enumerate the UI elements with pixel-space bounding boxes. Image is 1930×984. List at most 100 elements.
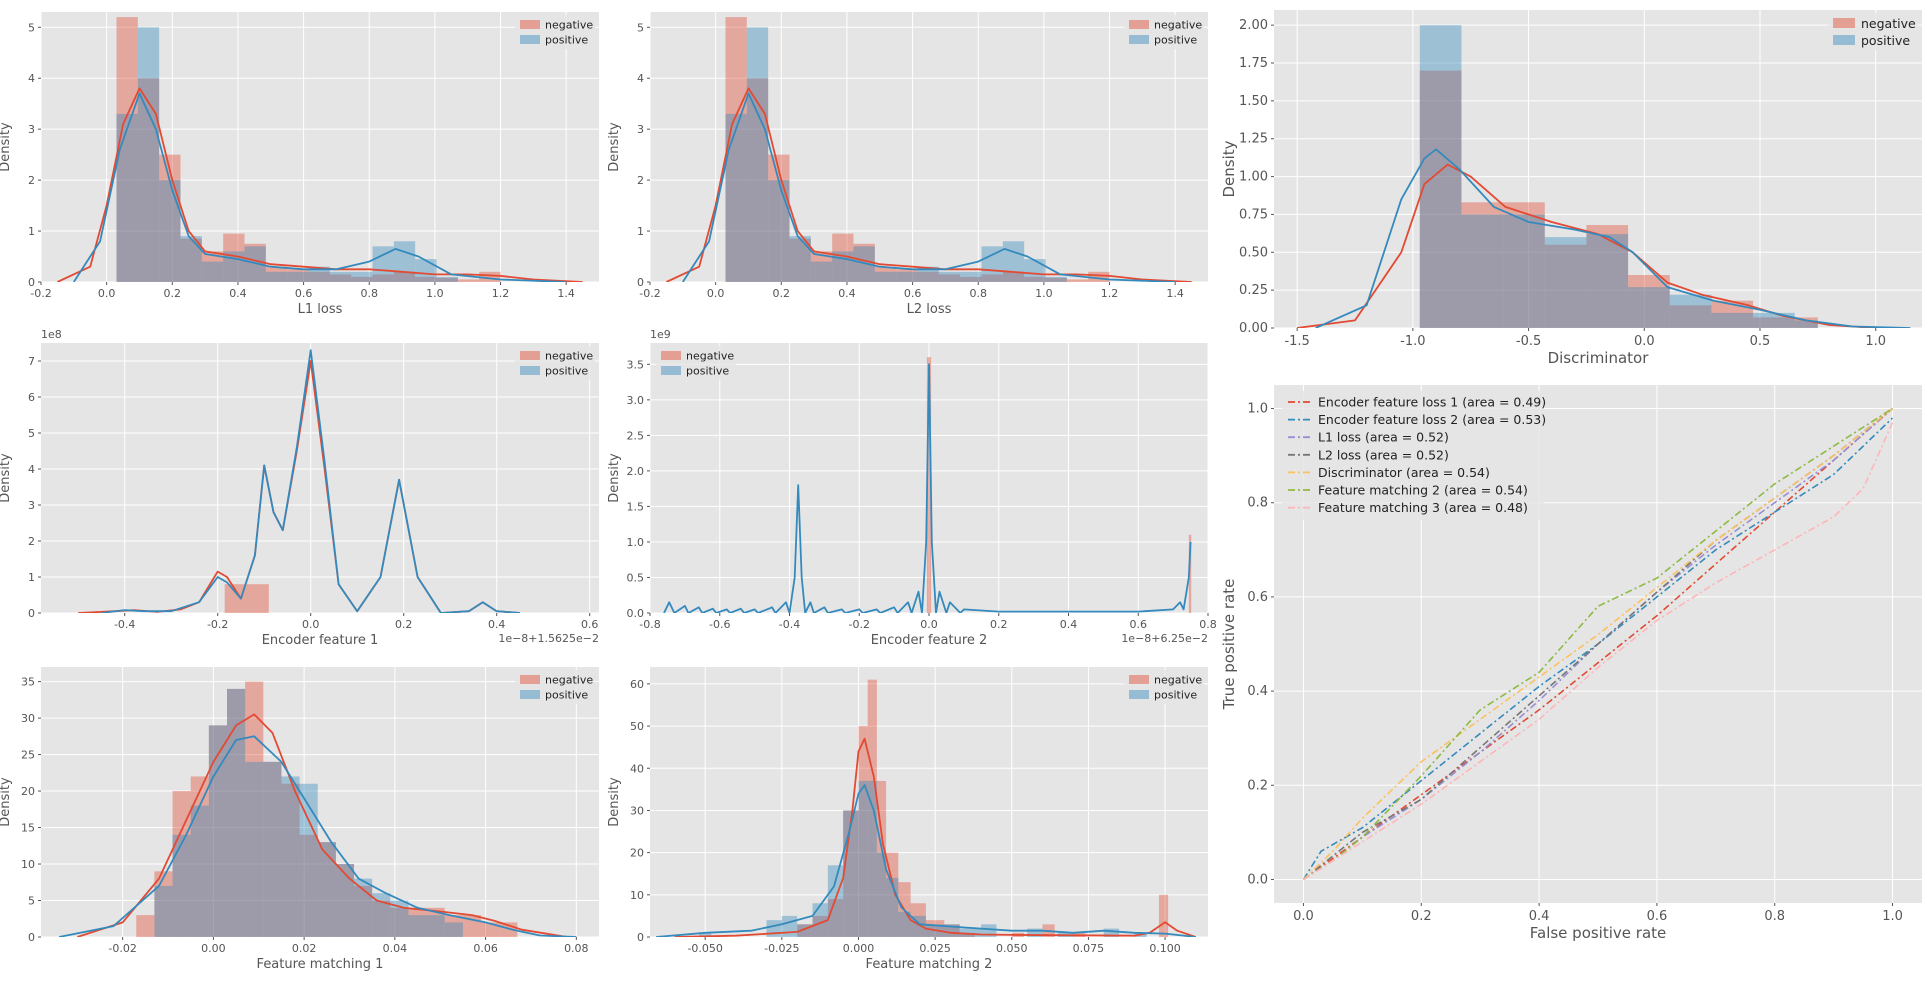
y-tick-label: 0.5 <box>627 571 645 584</box>
kde-line-negative <box>666 87 1192 282</box>
hist-bar-negative <box>1188 534 1192 613</box>
hist-bar-positive <box>1544 237 1587 328</box>
hist-bar-negative <box>426 907 445 937</box>
y-tick-label: 5 <box>637 21 644 34</box>
hist-bar-negative <box>938 274 961 282</box>
plot-content <box>57 17 583 282</box>
y-tick-label: 0.50 <box>1239 245 1268 260</box>
hist-bar-positive <box>201 261 224 282</box>
legend-swatch <box>520 20 540 29</box>
x-tick-label: -0.6 <box>709 618 730 631</box>
x-tick-label: 0.4 <box>1060 618 1078 631</box>
legend-swatch <box>1129 20 1149 29</box>
x-tick-label: 0.4 <box>838 287 856 300</box>
x-tick-label: -0.050 <box>687 942 722 955</box>
hist-bar-negative <box>1158 894 1169 937</box>
x-tick-label: 1.4 <box>1166 287 1184 300</box>
x-offset: 1e−8+1.5625e−2 <box>498 632 599 645</box>
hist-bar-positive <box>1024 259 1046 282</box>
x-tick-label: 0.04 <box>383 942 408 955</box>
legend: negative positive <box>656 346 736 380</box>
hist-bar-positive <box>1586 234 1629 328</box>
hist-bar-negative <box>959 932 975 937</box>
y-tick-label: 3 <box>637 123 644 136</box>
legend-label: Feature matching 3 (area = 0.48) <box>1318 500 1528 515</box>
y-tick-label: 2.0 <box>627 465 645 478</box>
hist-bar-positive <box>746 27 769 282</box>
hist-bar-negative <box>136 915 155 937</box>
y-tick-label: 1 <box>28 571 35 584</box>
hist-bar-positive <box>853 246 875 282</box>
plot-content <box>1302 407 1894 881</box>
legend-swatch <box>1129 690 1149 699</box>
y-tick-label: 25 <box>21 749 35 762</box>
x-tick-label: 1.2 <box>1101 287 1119 300</box>
y-tick-label: 20 <box>21 785 35 798</box>
legend-label: L1 loss (area = 0.52) <box>1318 430 1449 445</box>
legend-swatch <box>520 690 540 699</box>
hist-bar-positive <box>1794 320 1818 328</box>
hist-bar-negative <box>329 274 352 282</box>
y-tick-label: 5 <box>28 427 35 440</box>
x-tick-label: 0.0 <box>1634 334 1655 349</box>
legend: negative positive <box>1828 13 1918 51</box>
hist-bar-negative <box>390 907 409 937</box>
y-tick-label: 3.0 <box>627 394 645 407</box>
y-tick-label: 2.5 <box>627 429 645 442</box>
y-axis-label: Density <box>607 777 622 827</box>
y-tick-label: 0.4 <box>1247 684 1268 699</box>
y-axis-label: Density <box>0 777 13 827</box>
hist-bar-negative <box>1045 277 1067 282</box>
hist-bar-negative <box>1066 279 1089 282</box>
hist-bar-positive <box>444 922 463 937</box>
y-tick-label: 0.75 <box>1239 207 1268 222</box>
x-tick-label: 0.6 <box>1130 618 1148 631</box>
y-tick-label: 4 <box>637 72 644 85</box>
hist-bar-negative <box>1586 225 1629 328</box>
hist-bar-negative <box>436 277 458 282</box>
y-tick-label: 3 <box>28 499 35 512</box>
x-tick-label: -0.025 <box>764 942 799 955</box>
kde-line-negative <box>77 713 568 937</box>
x-tick-label: 0.075 <box>1073 942 1105 955</box>
x-axis-label: Feature matching 2 <box>866 957 993 972</box>
hist-bar-positive <box>874 271 897 282</box>
hist-bar-positive <box>1419 25 1462 328</box>
y-tick-label: 3 <box>28 123 35 136</box>
y-tick-label: 1.25 <box>1239 132 1268 147</box>
hist-bar-negative <box>1628 275 1670 328</box>
y-tick-label: 0 <box>637 931 644 944</box>
hist-bar-positive <box>372 893 391 937</box>
hist-bar-negative <box>1669 305 1712 328</box>
legend-label: negative <box>545 674 593 687</box>
y-tick-label: 30 <box>630 804 644 817</box>
plot-content <box>1296 25 1911 328</box>
y-tick-label: 2 <box>28 535 35 548</box>
hist-bar-positive <box>699 932 712 937</box>
legend-label: negative <box>686 350 734 363</box>
hist-bar-positive <box>426 915 445 937</box>
y-tick-label: 4 <box>28 463 35 476</box>
hist-bar-positive <box>789 236 811 282</box>
x-axis-label: L2 loss <box>907 302 952 317</box>
legend-box <box>515 346 595 380</box>
plot-area <box>41 12 599 282</box>
kde-line-positive <box>663 363 1192 613</box>
legend-box <box>1124 670 1204 704</box>
hist-bar-negative <box>479 271 501 282</box>
kde-line-positive <box>656 784 1196 937</box>
chart-fm1: -0.02 0.00 0.02 0.04 0.06 0.08 0 5 10 15 20 25 30 35 F… <box>0 667 599 972</box>
hist-bar-negative <box>1544 244 1587 328</box>
legend-label: Encoder feature loss 1 (area = 0.49) <box>1318 395 1546 410</box>
legend-label: Encoder feature loss 2 (area = 0.53) <box>1318 412 1546 427</box>
y-tick-label: 2 <box>637 174 644 187</box>
chart-fm2: -0.050 -0.025 0.000 0.025 0.050 0.075 0.100 0 10… <box>607 667 1208 972</box>
legend-label: negative <box>545 19 593 32</box>
hist-bar-positive <box>308 266 330 282</box>
hist-bar-negative <box>227 688 246 937</box>
plot-content <box>666 17 1192 282</box>
hist-bar-positive <box>372 246 394 282</box>
hist-bar-positive <box>393 241 416 282</box>
hist-bar-negative <box>172 791 191 937</box>
